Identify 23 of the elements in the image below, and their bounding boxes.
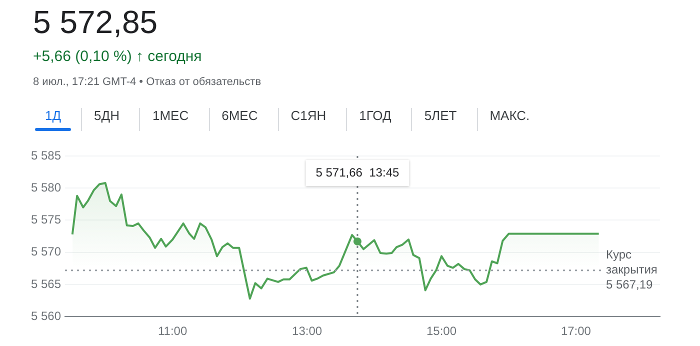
text: 1МЕС: [139, 108, 201, 131]
text: 5ДН: [81, 108, 132, 131]
x-tick-label: 11:00: [158, 324, 188, 338]
y-tick-label: 5 560: [30, 308, 62, 323]
x-tick-label: 15:00: [426, 324, 457, 338]
ref-line-label: Курс закрытия 5 567,19: [606, 248, 658, 292]
text: МАКС.: [476, 108, 542, 131]
x-tick-label: 17:00: [560, 324, 592, 338]
text: 5ЛЕТ: [411, 108, 469, 131]
y-tick-label: 5 580: [30, 180, 62, 194]
y-tick-label: 5 575: [30, 212, 62, 227]
y-tick-label: 5 585: [30, 148, 62, 162]
chart-subtitle: +5,66 (0,10 %) ↑ сегодня: [33, 48, 202, 65]
x-tick-label: 13:00: [292, 324, 322, 338]
text: С1ЯН: [278, 108, 338, 131]
text: 1Д: [44, 108, 62, 125]
chart-title: 5 572,85: [33, 4, 158, 41]
text: 8 июл., 17:21 GMT-4 • Отказ от обязательств: [33, 76, 262, 88]
annotation: 5 571,66 13:45: [316, 165, 400, 180]
y-tick-label: 5 565: [30, 276, 62, 291]
text: 1ГОД: [346, 108, 404, 131]
text: 6МЕС: [208, 108, 270, 131]
y-tick-label: 5 570: [30, 244, 62, 259]
